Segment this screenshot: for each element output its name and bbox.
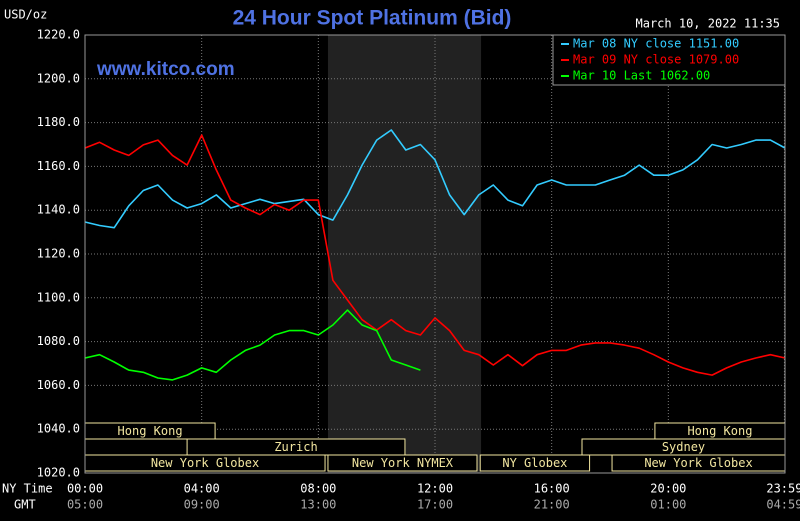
gmt-tick-label: 04:59 [766,498,800,512]
legend-label: Mar 10 Last 1062.00 [573,69,710,83]
y-tick-label: 1040.0 [37,422,80,436]
line-layer [84,129,786,381]
y-tick-label: 1180.0 [37,115,80,129]
price-line [84,129,786,229]
session-box [479,454,591,472]
gmt-tick-label: 01:00 [650,498,686,512]
x-axis-label: NY Time [2,482,53,496]
session-layer: Hong Kong Zurich New York Globex New York N… [84,422,786,472]
session-label: New York Globex [151,456,259,470]
session-box [327,454,478,472]
x-tick-label: 16:00 [534,482,570,496]
legend: Mar 08 NY close 1151.00 Mar 09 NY close 1… [552,34,786,86]
y-tick-label: 1200.0 [37,71,80,85]
gmt-tick-label: 21:00 [534,498,570,512]
gmt-tick-label: 17:00 [417,498,453,512]
session-label: NY Globex [502,456,567,470]
session-label: Hong Kong [118,424,183,438]
session-label: Sydney [662,440,705,454]
y-tick-label: 1160.0 [37,159,80,173]
x-tick-label: 08:00 [300,482,336,496]
y-tick-label: 1140.0 [37,203,80,217]
legend-label: Mar 09 NY close 1079.00 [573,53,739,67]
session-label: New York Globex [644,456,752,470]
price-line [84,309,421,381]
y-tick-label: 1060.0 [37,378,80,392]
x-tick-label: 23:59 [766,482,800,496]
y-tick-label: 1080.0 [37,334,80,348]
gmt-tick-label: 05:00 [67,498,103,512]
x-axis-label: GMT [14,498,36,512]
watermark: www.kitco.com [96,59,235,80]
x-tick-label: 04:00 [184,482,220,496]
price-line [84,134,786,376]
chart-title: 24 Hour Spot Platinum (Bid) [233,7,512,30]
y-tick-label: 1220.0 [37,28,80,42]
x-tick-label: 12:00 [417,482,453,496]
timestamp: March 10, 2022 11:35 [636,17,781,31]
unit-label: USD/oz [4,8,47,22]
session-label: New York NYMEX [352,456,454,470]
session-highlight [327,35,482,473]
x-tick-label: 20:00 [650,482,686,496]
x-tick-label: 00:00 [67,482,103,496]
gmt-tick-label: 09:00 [184,498,220,512]
session-label: Hong Kong [687,424,752,438]
legend-box [552,34,786,86]
plot-frame [84,34,786,474]
y-tick-label: 1120.0 [37,247,80,261]
y-tick-label: 1100.0 [37,290,80,304]
session-label: Zurich [274,440,317,454]
highlight-layer [327,35,482,473]
y-tick-label: 1020.0 [37,466,80,480]
gmt-tick-label: 13:00 [300,498,336,512]
legend-label: Mar 08 NY close 1151.00 [573,37,739,51]
